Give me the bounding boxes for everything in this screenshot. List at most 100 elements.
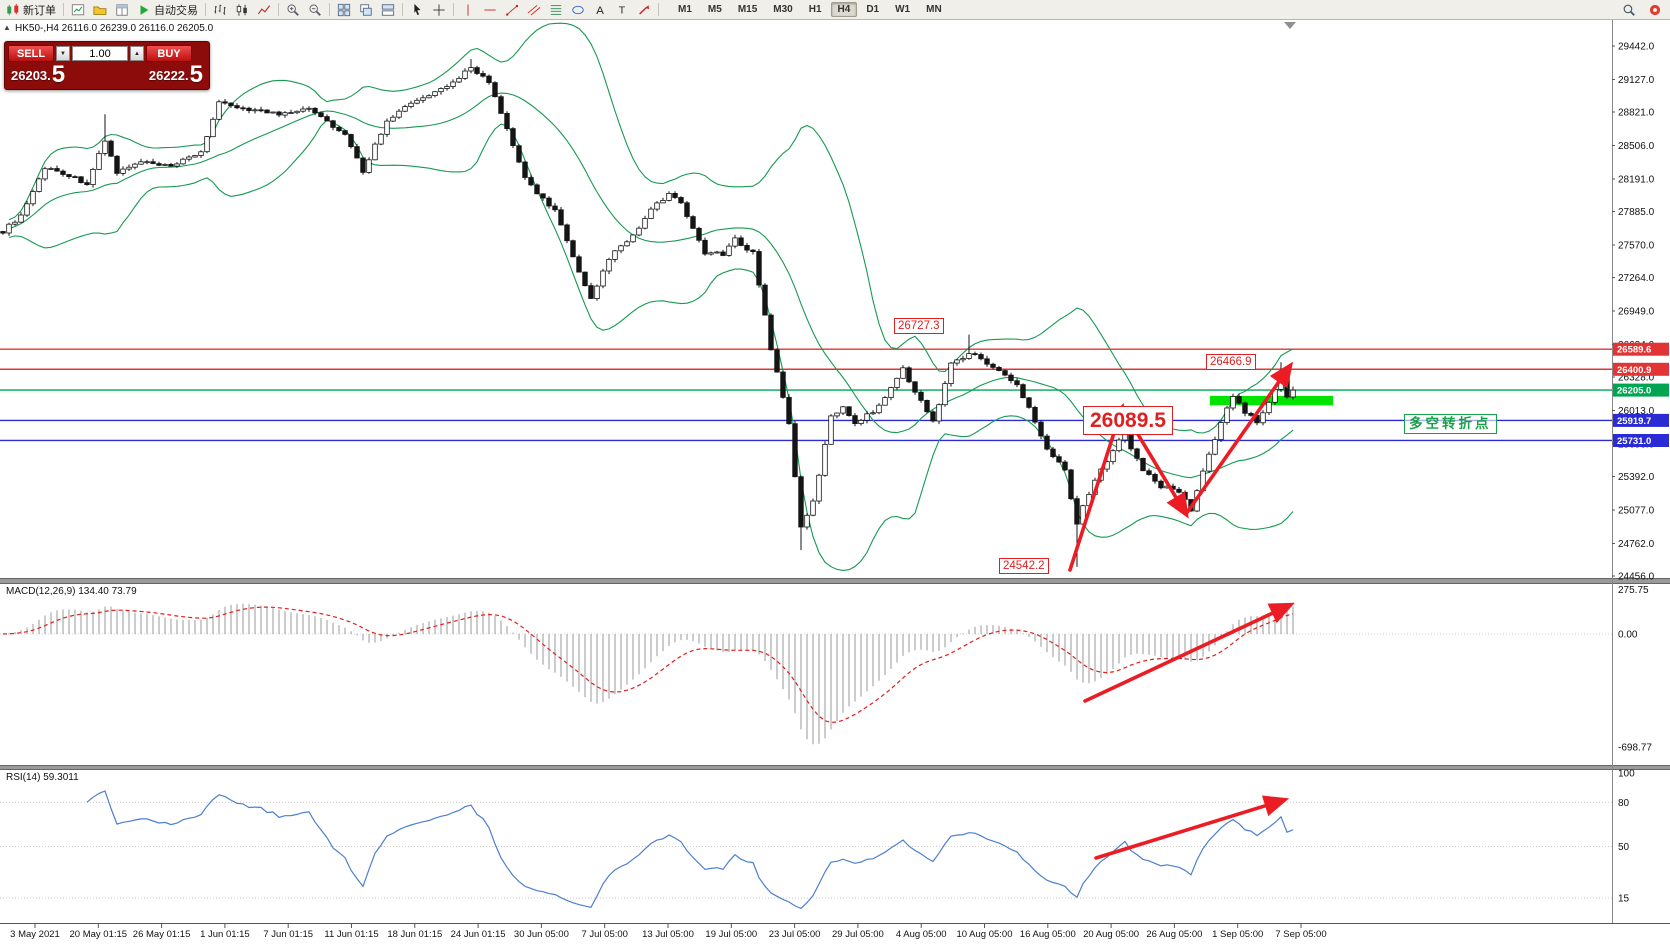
cascade-windows-button[interactable]: [356, 1, 376, 18]
macd-trend-arrow[interactable]: [1083, 602, 1295, 703]
label-icon: T: [615, 3, 629, 17]
new-order-icon: [6, 3, 20, 17]
timeframe-m30-button[interactable]: M30: [773, 4, 793, 15]
shapes-button[interactable]: [568, 1, 588, 18]
annotation-low-24542[interactable]: 24542.2: [999, 558, 1049, 574]
timeframe-mn-button[interactable]: MN: [926, 4, 942, 15]
arrows-button[interactable]: [634, 1, 654, 18]
toolbar: 新订单 自动交易 A T M1 M5 M15 M30 H1 H4 D1 W1 MN: [0, 0, 1670, 20]
oneclick-collapse-icon[interactable]: ▲: [3, 23, 11, 32]
buy-button[interactable]: BUY: [146, 45, 192, 62]
vertical-line-button[interactable]: [458, 1, 478, 18]
price-axis[interactable]: 29442.0 29127.0 28821.0 28506.0 28191.0 27885…: [1612, 20, 1669, 923]
svg-text:25392.0: 25392.0: [1618, 472, 1655, 483]
drawn-objects-layer[interactable]: [0, 348, 1612, 442]
bar-chart-button[interactable]: [210, 1, 230, 18]
price-trend-arrow-3[interactable]: [1184, 361, 1294, 516]
svg-text:26328.0: 26328.0: [1618, 373, 1655, 384]
arrange-windows-icon: [381, 3, 395, 17]
timeframe-h1-button[interactable]: H1: [808, 4, 822, 15]
annotation-resistance-26727[interactable]: 26727.3: [894, 318, 944, 334]
new-order-button[interactable]: 新订单: [3, 1, 59, 18]
volume-input[interactable]: [72, 46, 128, 61]
timeframe-m15-button[interactable]: M15: [737, 4, 758, 15]
svg-text:25077.0: 25077.0: [1618, 506, 1655, 517]
candlestick-icon: [235, 3, 249, 17]
tile-windows-icon: [337, 3, 351, 17]
new-order-label: 新订单: [23, 4, 56, 17]
trendline-icon: [505, 3, 519, 17]
channel-button[interactable]: [524, 1, 544, 18]
timeframe-d1-button[interactable]: D1: [866, 4, 880, 15]
price-tag-26400.9: [1613, 362, 1669, 376]
volume-increase-button[interactable]: ▲: [130, 46, 144, 61]
svg-text:26589.6: 26589.6: [1617, 345, 1651, 356]
bar-chart-icon: [213, 3, 227, 17]
crosshair-button[interactable]: [429, 1, 449, 18]
svg-text:100: 100: [1618, 769, 1635, 780]
svg-text:18 Jun 01:15: 18 Jun 01:15: [387, 929, 442, 940]
text-button[interactable]: A: [590, 1, 610, 18]
horizontal-line-button[interactable]: [480, 1, 500, 18]
chart-canvas[interactable]: 29442.0 29127.0 28821.0 28506.0 28191.0 27885…: [0, 20, 1670, 944]
svg-text:24456.0: 24456.0: [1618, 572, 1655, 583]
cursor-button[interactable]: [407, 1, 427, 18]
indicator-layer: [0, 603, 1612, 910]
crosshair-icon: [432, 3, 446, 17]
timeframe-h4-button[interactable]: H4: [830, 2, 858, 17]
svg-text:27570.0: 27570.0: [1618, 241, 1655, 252]
trend-arrows[interactable]: [1068, 361, 1295, 860]
annotation-pivot-26089[interactable]: 26089.5: [1083, 406, 1173, 435]
price-trend-arrow-1[interactable]: [1068, 402, 1127, 572]
svg-text:7 Jul 05:00: 7 Jul 05:00: [581, 929, 627, 940]
svg-text:13 Jul 05:00: 13 Jul 05:00: [642, 929, 694, 940]
svg-text:26949.0: 26949.0: [1618, 307, 1655, 318]
toolbar-separator: [205, 3, 206, 16]
horizontal-line-icon: [483, 3, 497, 17]
annotation-turning-point[interactable]: 多空转折点: [1404, 414, 1497, 434]
symbol-header: HK50-,H4 26116.0 26239.0 26116.0 26205.0: [15, 23, 214, 34]
bollinger-lower: [8, 119, 1294, 571]
annotation-resistance-26466[interactable]: 26466.9: [1206, 354, 1256, 370]
svg-text:11 Jun 01:15: 11 Jun 01:15: [324, 929, 378, 940]
tile-windows-button[interactable]: [334, 1, 354, 18]
time-axis[interactable]: 3 May 2021 20 May 01:15 26 May 01:15 1 Jun …: [10, 924, 1327, 940]
svg-text:15: 15: [1618, 894, 1630, 905]
new-chart-button[interactable]: [68, 1, 88, 18]
notification-icon: [1648, 3, 1662, 17]
candlestick-button[interactable]: [232, 1, 252, 18]
timeframe-m5-button[interactable]: M5: [707, 4, 722, 15]
rsi-line: [86, 790, 1294, 910]
arrange-windows-button[interactable]: [378, 1, 398, 18]
fibonacci-button[interactable]: [546, 1, 566, 18]
svg-text:19 Jul 05:00: 19 Jul 05:00: [705, 929, 757, 940]
svg-text:28191.0: 28191.0: [1618, 175, 1655, 186]
bollinger-middle: [8, 92, 1294, 479]
autotrading-play-icon: [137, 3, 151, 17]
autotrading-button[interactable]: 自动交易: [134, 1, 201, 18]
zoom-out-icon: [308, 3, 322, 17]
price-tag-26205.0: [1613, 383, 1669, 397]
toolbar-separator: [329, 3, 330, 16]
search-button[interactable]: [1619, 1, 1639, 18]
volume-decrease-button[interactable]: ▼: [56, 46, 70, 61]
rsi-trend-arrow[interactable]: [1094, 795, 1290, 860]
profiles-button[interactable]: [90, 1, 110, 18]
zoom-in-button[interactable]: [283, 1, 303, 18]
data-window-button[interactable]: [112, 1, 132, 18]
timeframe-m1-button[interactable]: M1: [678, 4, 692, 15]
cursor-icon: [410, 3, 424, 17]
arrows-icon: [637, 3, 651, 17]
channel-icon: [527, 3, 541, 17]
label-button[interactable]: T: [612, 1, 632, 18]
svg-text:-698.77: -698.77: [1618, 743, 1652, 754]
line-chart-button[interactable]: [254, 1, 274, 18]
notification-button[interactable]: [1645, 1, 1665, 18]
svg-text:27885.0: 27885.0: [1618, 207, 1655, 218]
sell-button[interactable]: SELL: [8, 45, 54, 62]
zoom-out-button[interactable]: [305, 1, 325, 18]
trendline-button[interactable]: [502, 1, 522, 18]
shapes-icon: [571, 3, 585, 17]
timeframe-w1-button[interactable]: W1: [895, 4, 911, 15]
support-zone[interactable]: [1210, 395, 1333, 406]
